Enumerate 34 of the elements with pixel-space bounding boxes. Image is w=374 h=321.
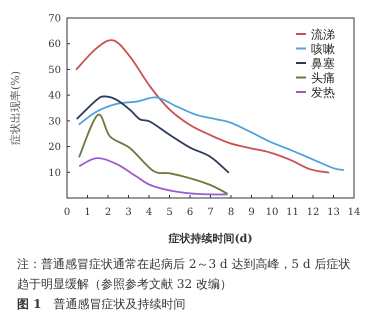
x-tick-label: 4 [146, 207, 152, 218]
y-tick-label: 60 [48, 39, 61, 50]
x-tick-label: 11 [286, 207, 299, 218]
x-tick-label: 12 [306, 207, 320, 218]
x-tick-label: 14 [348, 207, 360, 218]
x-tick-label: 3 [125, 207, 132, 218]
x-tick-label: 6 [186, 207, 194, 218]
x-tick-label: 1 [84, 207, 91, 218]
y-tick-label: 40 [48, 90, 61, 102]
legend-label: 鼻塞 [311, 56, 335, 70]
legend-label: 头痛 [311, 71, 335, 85]
line-series [76, 96, 230, 174]
line-series [79, 157, 228, 196]
x-tick-label: 7 [207, 207, 214, 218]
line-series [78, 114, 228, 194]
x-tick-label: 10 [266, 207, 278, 218]
x-tick-label: 0 [64, 207, 70, 218]
y-tick-label: 20 [48, 142, 61, 154]
x-tick-label: 8 [228, 207, 234, 218]
legend-label: 发热 [311, 86, 335, 100]
y-tick-label: 10 [48, 168, 61, 179]
x-tick-label: 5 [166, 207, 173, 218]
y-tick-label: 50 [48, 64, 61, 76]
text: 图 1 普通感冒症状及持续时间 [17, 296, 186, 313]
y-tick-label: 70 [48, 14, 61, 24]
x-tick-label: 2 [104, 207, 112, 218]
y-axis-title: 症状出现率(%) [9, 70, 22, 146]
y-tick-label: 30 [48, 116, 61, 128]
x-tick-label: 13 [327, 207, 340, 218]
legend-label: 流涕 [311, 28, 335, 42]
legend-label: 咳嗽 [311, 42, 335, 56]
x-tick-label: 9 [248, 207, 255, 218]
x-axis-title: 症状持续时间(d) [167, 232, 253, 245]
text: 注：普通感冒症状通常在起病后 2～3 d 达到高峰，5 d 后症状趋于明显缓解（参照参考文献 32 改编） [17, 256, 352, 293]
